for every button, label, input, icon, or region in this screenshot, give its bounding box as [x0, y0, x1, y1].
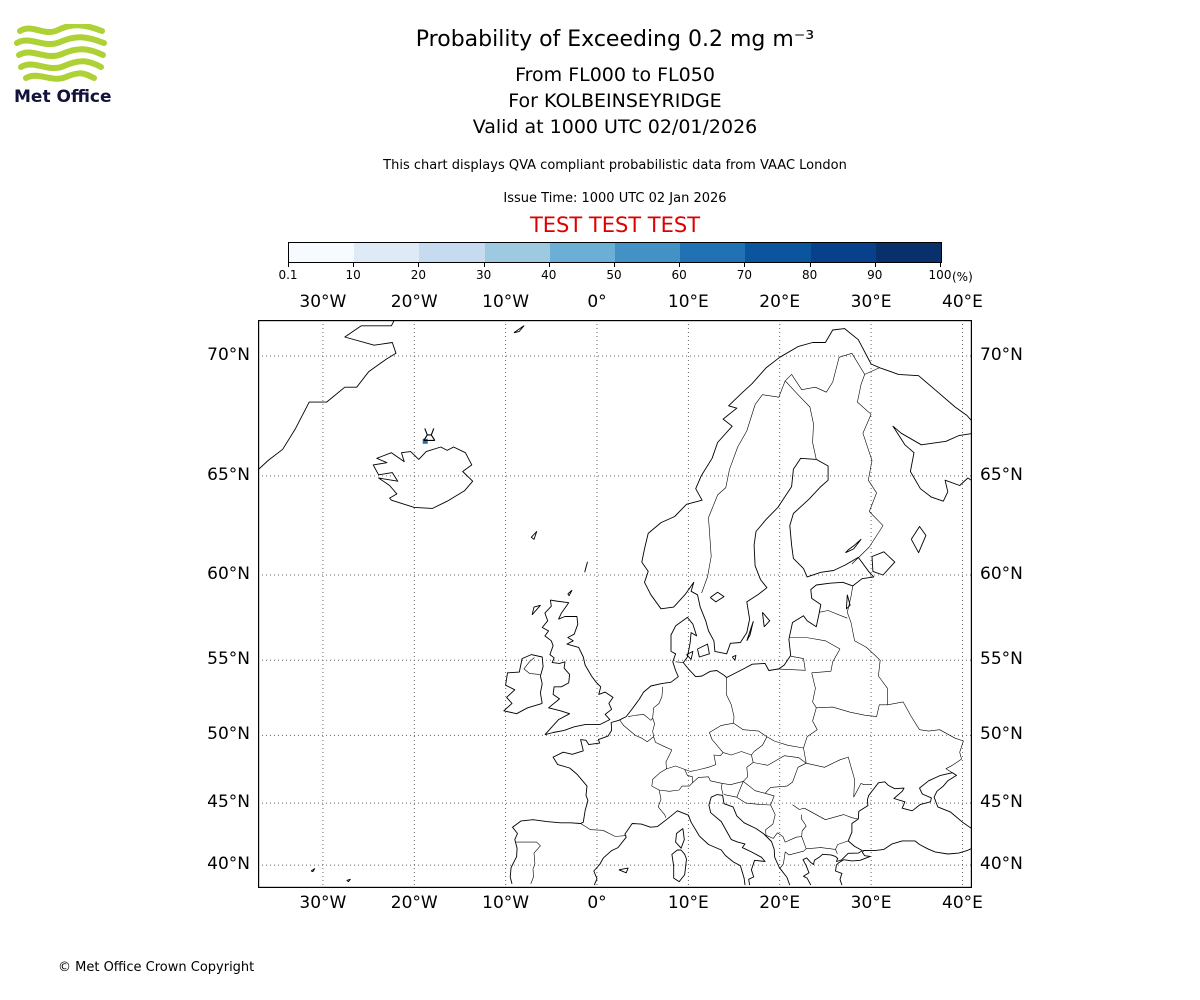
colorbar-segment — [810, 243, 876, 262]
met-office-logo-text: Met Office — [14, 87, 112, 107]
latitude-label: 55°N — [980, 649, 1023, 670]
longitude-label: 30°E — [850, 893, 892, 913]
latitude-label: 55°N — [207, 649, 250, 670]
colorbar-tick-label: 80 — [801, 268, 818, 282]
latitude-label: 45°N — [207, 792, 250, 813]
probability-cell — [422, 438, 428, 444]
colorbar-tick — [874, 263, 876, 267]
colorbar-segment — [289, 243, 355, 262]
longitude-label: 20°W — [390, 893, 438, 913]
longitude-label: 20°E — [759, 292, 801, 312]
map-frame — [258, 320, 972, 888]
longitude-label: 20°E — [759, 893, 801, 913]
colorbar-tick-label: 20 — [410, 268, 427, 282]
lat-lon-grid — [258, 320, 972, 888]
longitude-label: 0° — [587, 893, 607, 913]
longitude-label: 10°E — [667, 292, 709, 312]
colorbar-tick-label: 50 — [606, 268, 622, 282]
coastlines — [255, 290, 975, 886]
longitude-label: 20°W — [390, 292, 438, 312]
colorbar-tick-label: 40 — [541, 268, 557, 282]
longitude-label: 10°W — [482, 292, 530, 312]
test-banner: TEST TEST TEST — [529, 213, 701, 237]
latitude-label: 50°N — [980, 724, 1023, 745]
colorbar-tick — [679, 263, 681, 267]
chart-title: Probability of Exceeding 0.2 mg m⁻³ — [415, 27, 815, 52]
colorbar-tick — [809, 263, 811, 267]
flight-level-range: From FL000 to FL050 — [515, 64, 715, 86]
colorbar-tick — [548, 263, 550, 267]
colorbar-segment — [549, 243, 616, 262]
colorbar-tick — [353, 263, 355, 267]
sea-background — [258, 320, 972, 888]
colorbar-segment — [354, 243, 420, 262]
issue-time: Issue Time: 1000 UTC 02 Jan 2026 — [503, 191, 727, 206]
colorbar-tick — [614, 263, 615, 267]
volcano-marker-icon — [423, 428, 436, 441]
valid-time-line: Valid at 1000 UTC 02/01/2026 — [472, 116, 758, 138]
latitude-label: 70°N — [207, 345, 250, 365]
colorbar-tick-label: 0.1 — [278, 268, 298, 282]
country-borders — [516, 353, 964, 885]
longitude-label: 40°E — [942, 292, 983, 312]
map — [255, 290, 975, 888]
colorbar-unit-label: (%) — [952, 270, 973, 284]
latitude-label: 45°N — [980, 792, 1023, 813]
longitude-label: 0° — [587, 292, 607, 312]
longitude-label: 10°W — [482, 893, 530, 913]
colorbar-tick-label: 100 — [928, 268, 952, 282]
colorbar-tick — [940, 263, 941, 267]
colorbar-tick — [744, 263, 746, 267]
latitude-label: 60°N — [980, 564, 1023, 585]
colorbar-tick-label: 70 — [736, 268, 753, 282]
colorbar-segment — [419, 243, 485, 262]
latitude-label: 70°N — [980, 345, 1023, 365]
copyright: © Met Office Crown Copyright — [58, 960, 255, 975]
colorbar-tick — [483, 263, 485, 267]
chart-description: This chart displays QVA compliant probab… — [383, 158, 847, 173]
colorbar-tick — [418, 263, 420, 267]
latitude-label: 65°N — [980, 464, 1023, 485]
latitude-label: 40°N — [207, 854, 250, 875]
colorbar-tick-label: 10 — [345, 268, 361, 282]
longitude-label: 30°W — [299, 893, 347, 913]
colorbar-segment — [875, 243, 942, 262]
colorbar-tick-label: 60 — [671, 268, 687, 282]
colorbar-segment — [615, 243, 681, 262]
latitude-label: 50°N — [207, 724, 250, 745]
europe-map — [255, 290, 975, 888]
latitude-label: 40°N — [980, 854, 1023, 875]
longitude-label: 30°W — [299, 292, 347, 312]
met-office-waves-icon — [14, 22, 107, 82]
colorbar-tick — [288, 263, 289, 267]
colorbar-segment — [745, 243, 811, 262]
met-office-logo: Met Office — [14, 22, 134, 107]
colorbar-tick-label: 30 — [475, 268, 492, 282]
latitude-label: 65°N — [207, 464, 250, 485]
volcano-name-line: For KOLBEINSEYRIDGE — [508, 90, 722, 112]
colorbar-segment — [484, 243, 550, 262]
longitude-label: 30°E — [850, 292, 892, 312]
latitude-label: 60°N — [207, 564, 250, 585]
colorbar-segment — [680, 243, 746, 262]
colorbar-tick-label: 90 — [867, 268, 883, 282]
probability-colorbar — [288, 242, 942, 263]
longitude-label: 10°E — [667, 893, 709, 913]
longitude-label: 40°E — [942, 893, 983, 913]
